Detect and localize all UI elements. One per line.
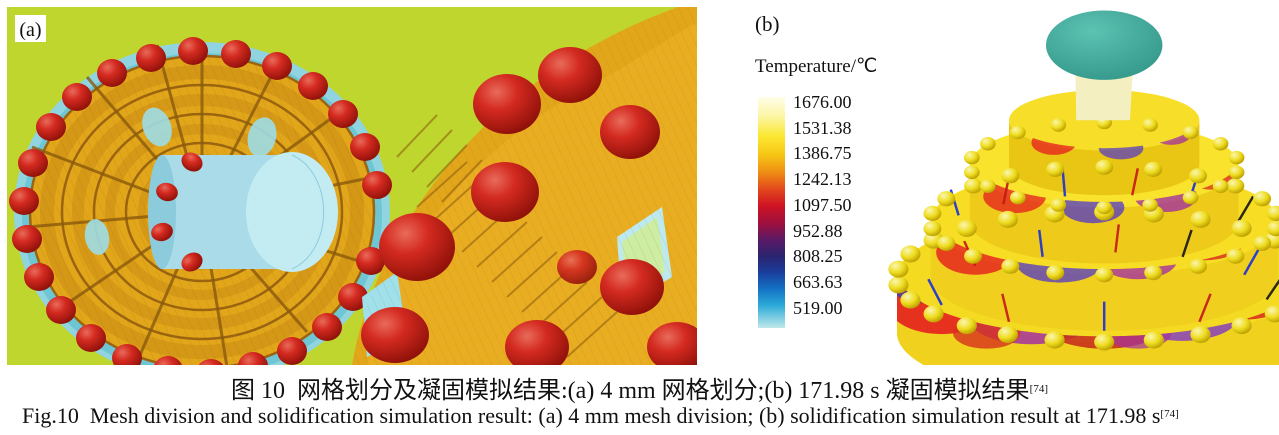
svg-text:(a): (a) bbox=[19, 19, 41, 41]
